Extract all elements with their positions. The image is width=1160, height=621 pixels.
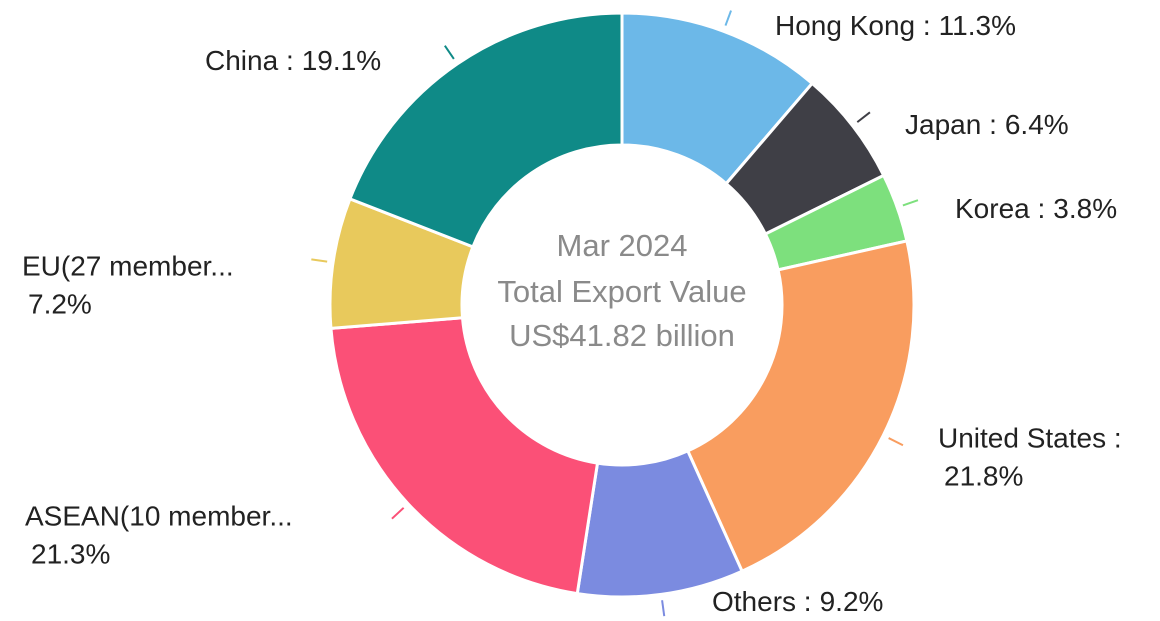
label-name: China : (205, 45, 294, 76)
label-value: 7.2% (28, 288, 92, 319)
label-value: 19.1% (302, 45, 381, 76)
label-value: 21.3% (31, 538, 110, 569)
leader-line (724, 10, 732, 26)
center-line: US$41.82 billion (509, 318, 735, 353)
slice (348, 11, 624, 249)
label: Japan : 6.4% (905, 109, 1069, 140)
label-name: ASEAN(10 member... (25, 500, 293, 531)
label-name: Others : (712, 586, 812, 617)
label-value: 9.2% (820, 586, 884, 617)
leader-line (311, 258, 328, 263)
leader-line (902, 199, 919, 207)
label-value: 3.8% (1053, 193, 1117, 224)
center-line: Mar 2024 (557, 228, 688, 263)
label-name: United States : (938, 422, 1122, 453)
leader-line (661, 600, 666, 617)
leader-line (888, 437, 904, 447)
label: Korea : 3.8% (955, 193, 1117, 224)
leader-line (391, 507, 405, 520)
slice (329, 316, 600, 596)
label: Others : 9.2% (712, 586, 883, 617)
label-name: Korea : (955, 193, 1045, 224)
label-name: Japan : (905, 109, 997, 140)
label-name: EU(27 member... (22, 250, 234, 281)
label-name: Hong Kong : (775, 10, 931, 41)
leader-line (856, 111, 871, 123)
slice (685, 239, 916, 574)
label: China : 19.1% (205, 45, 381, 76)
leader-line (444, 45, 455, 60)
label-value: 6.4% (1005, 109, 1069, 140)
label: Hong Kong : 11.3% (775, 10, 1016, 41)
label-value: 11.3% (939, 10, 1016, 41)
center-line: Total Export Value (497, 274, 746, 309)
label-value: 21.8% (944, 460, 1023, 491)
